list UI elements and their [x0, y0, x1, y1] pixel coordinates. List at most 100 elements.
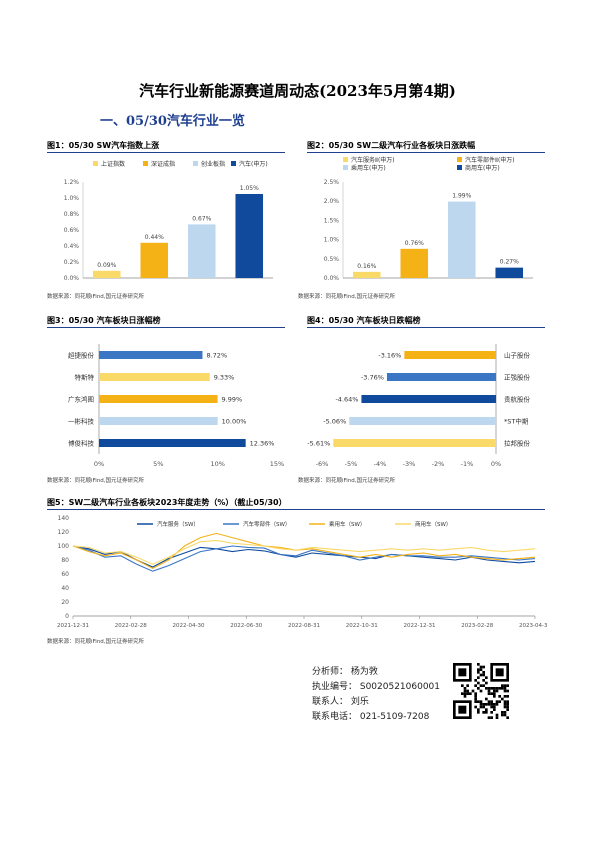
bar [404, 351, 496, 359]
qr-module [482, 665, 485, 669]
x-tick-label: 10% [210, 460, 224, 468]
qr-module [479, 689, 483, 693]
series-line [72, 545, 536, 568]
bar [400, 248, 429, 278]
bar [187, 224, 216, 278]
qr-module [477, 708, 480, 711]
qr-module [495, 689, 499, 693]
category-label: 正强股份 [504, 373, 531, 382]
qr-module [501, 687, 504, 690]
fig5-title: 图5：SW二级汽车行业各板块2023年度走势（%）（截止05/30） [47, 498, 287, 507]
qr-finder [458, 668, 467, 677]
qr-module [493, 703, 496, 706]
y-tick-label: 140 [58, 515, 70, 522]
qr-module [477, 668, 480, 671]
series-line [72, 545, 536, 572]
qr-module [466, 689, 469, 693]
qr-module [501, 713, 504, 717]
qr-module [482, 705, 485, 709]
qr-module [485, 711, 488, 714]
qr-module [493, 695, 496, 698]
category-label: 贵航股份 [504, 395, 531, 404]
qr-module [487, 692, 491, 695]
legend-label: 上证指数 [101, 160, 125, 168]
qr-module [466, 684, 469, 687]
x-tick-label: 0% [94, 460, 104, 468]
qr-module [490, 692, 493, 695]
fig2-rule [307, 152, 545, 153]
legend-label: 乘用车(申万) [351, 164, 386, 172]
fig4-rule [307, 327, 545, 328]
bar [349, 417, 496, 425]
category-label: 广东鸿图 [68, 395, 94, 404]
y-tick-label: 100 [58, 543, 70, 550]
qr-module [495, 716, 499, 719]
legend-swatch [457, 157, 462, 162]
x-tick-label: -1% [461, 460, 474, 468]
y-tick-label: 0.6% [64, 227, 80, 234]
category-label: 山子股份 [504, 351, 531, 360]
qr-module [474, 679, 477, 682]
qr-module [485, 697, 488, 701]
qr-module [506, 703, 509, 706]
qr-module [503, 705, 507, 709]
category-label: *ST中期 [504, 417, 529, 426]
fig3-chart: 8.72% 超捷股份 9.33% 特斯特 9.99% 广东鸿图 10.00% 一彬科技 12.3… [68, 344, 284, 468]
data-label: -5.61% [307, 440, 330, 448]
bar [333, 439, 496, 447]
qr-module [501, 697, 504, 701]
qr-module [501, 711, 504, 714]
y-tick-label: 2.5% [324, 179, 340, 186]
data-label: 0.27% [500, 259, 519, 266]
data-label: 12.36% [250, 440, 275, 448]
fig3-title: 图3：05/30 汽车板块日涨幅榜 [47, 316, 161, 325]
y-tick-label: 0.8% [64, 211, 80, 218]
y-tick-label: 60 [61, 571, 69, 578]
fig2-chart: 汽车服务Ⅱ(申万) 汽车零部件Ⅱ(申万) 乘用车(申万) 商用车(申万) 0.0% 0.5… [324, 156, 533, 282]
qr-module [490, 711, 493, 714]
qr-module [498, 695, 501, 698]
qr-module [490, 703, 493, 706]
legend-swatch [231, 161, 236, 166]
fig1-rule [47, 152, 285, 153]
qr-module [482, 679, 485, 682]
bar [99, 417, 218, 425]
qr-module [485, 676, 488, 679]
y-tick-label: 1.0% [324, 237, 340, 244]
qr-module [474, 697, 477, 701]
qr-module [463, 687, 467, 690]
qr-module [477, 711, 480, 714]
qr-module [477, 663, 480, 666]
y-tick-label: 0.0% [64, 275, 80, 282]
qr-module [503, 695, 507, 698]
legend-label: 汽车(申万) [239, 160, 268, 168]
bar [386, 373, 496, 381]
qr-module [493, 705, 496, 709]
bar [92, 270, 121, 278]
x-tick-label: 2022-06-30 [230, 623, 262, 629]
fig1-chart: 上证指数 深证成指 创业板指 汽车(申万) 0.0% 0.2% 0.4% 0.6% 0.8% 1.… [64, 160, 273, 282]
legend-swatch [193, 161, 198, 166]
qr-module [503, 711, 507, 714]
y-tick-label: 0.2% [64, 259, 80, 266]
y-tick-label: 0 [65, 613, 69, 620]
qr-module [477, 681, 480, 685]
x-tick-label: 2021-12-31 [57, 623, 89, 629]
fig2-title: 图2：05/30 SW二级汽车行业各板块日涨跌幅 [307, 141, 476, 150]
qr-module [482, 711, 485, 714]
bar [99, 351, 203, 359]
x-tick-label: 2022-08-31 [288, 623, 320, 629]
qr-module [474, 695, 477, 698]
bar [447, 201, 476, 278]
qr-module [463, 695, 467, 698]
y-tick-label: 0.0% [324, 275, 340, 282]
qr-module [493, 689, 496, 693]
x-tick-label: 2023-04-30 [519, 623, 547, 629]
qr-module [463, 689, 467, 693]
x-tick-label: 2022-10-31 [346, 623, 378, 629]
bar [361, 395, 496, 403]
y-tick-label: 40 [61, 585, 69, 592]
fig4-chart: -3.16% 山子股份 -3.76% 正强股份 -4.64% 贵航股份 -5.06% *ST中… [307, 344, 531, 468]
fig1-title: 图1：05/30 SW汽车指数上涨 [47, 141, 160, 150]
qr-module [479, 668, 483, 671]
